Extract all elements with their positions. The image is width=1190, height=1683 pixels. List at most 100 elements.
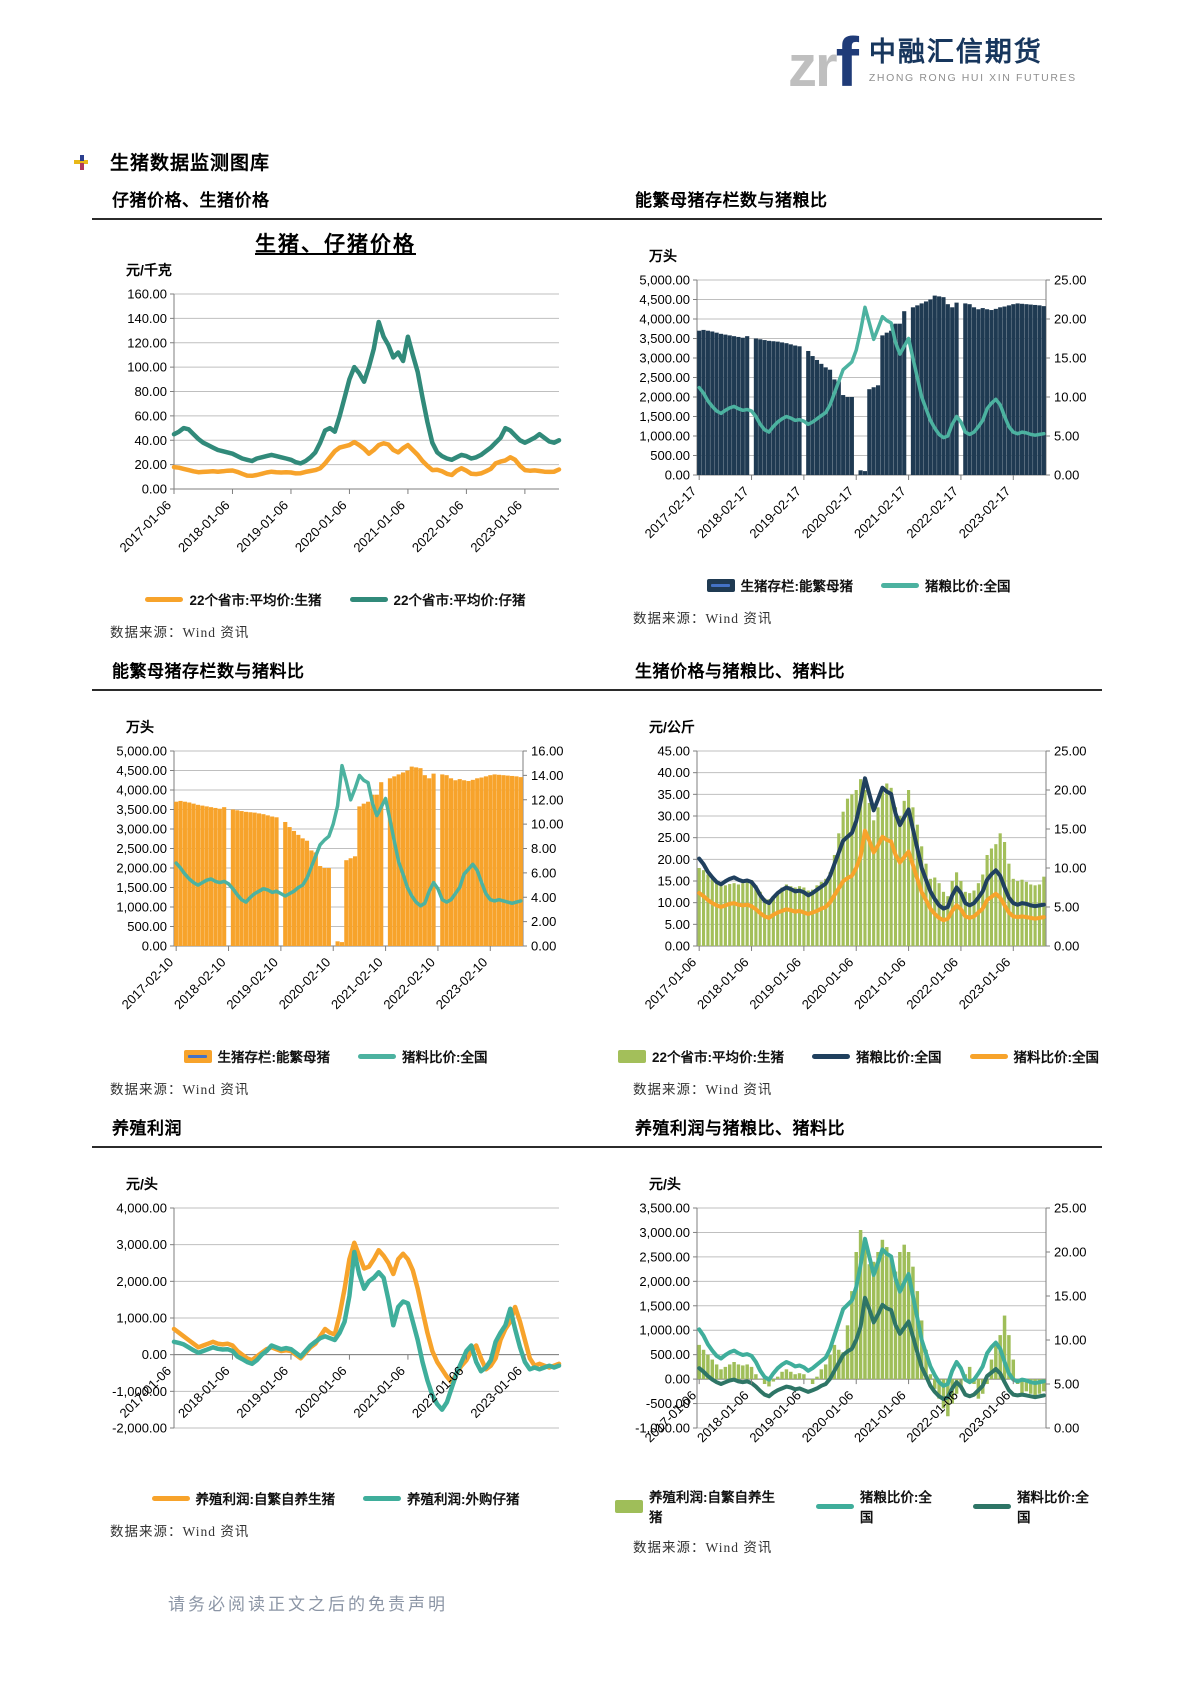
svg-text:0.00: 0.00	[142, 939, 167, 954]
chart-header-profit-ratios: 养殖利润与猪粮比、猪料比	[635, 1119, 845, 1138]
legend-item: 生猪存栏:能繁母猪	[706, 575, 853, 595]
legend-item: 22个省市:平均价:生猪	[617, 1046, 784, 1066]
chart-canvas: 0.00 20.00 40.00 60.00 80.00 100.00 120.00 140.…	[116, 287, 562, 555]
svg-text:100.00: 100.00	[127, 360, 167, 375]
svg-text:2018-01-06: 2018-01-06	[694, 1388, 752, 1446]
svg-text:25.00: 25.00	[1054, 744, 1087, 759]
row-2-headers: 能繁母猪存栏数与猪料比 生猪价格与猪粮比、猪料比	[92, 657, 1102, 691]
svg-text:2,000.00: 2,000.00	[639, 390, 690, 405]
y-axis-unit: 元/头	[126, 1176, 158, 1192]
svg-text:2,000.00: 2,000.00	[639, 1274, 690, 1289]
svg-text:4,500.00: 4,500.00	[116, 763, 167, 778]
svg-text:2,500.00: 2,500.00	[116, 841, 167, 856]
svg-text:-500.00: -500.00	[646, 1396, 690, 1411]
line-swatch-icon	[363, 1495, 401, 1501]
svg-text:500.00: 500.00	[650, 1347, 690, 1362]
svg-text:4.00: 4.00	[531, 890, 556, 905]
svg-text:15.00: 15.00	[1054, 351, 1087, 366]
svg-text:3,000.00: 3,000.00	[639, 1225, 690, 1240]
row-3-headers: 养殖利润 养殖利润与猪粮比、猪料比	[92, 1114, 1102, 1148]
company-name-cn: 中融汇信期货	[868, 37, 1043, 67]
svg-text:2019-01-06: 2019-01-06	[233, 1363, 291, 1421]
line-series	[697, 1295, 1046, 1401]
chart-header-piglet-pig-price: 仔猪价格、生猪价格	[112, 191, 270, 210]
line-series	[171, 1240, 562, 1385]
data-source: 数据来源：Wind 资讯	[633, 1540, 773, 1555]
svg-text:16.00: 16.00	[531, 744, 564, 759]
svg-text:1,000.00: 1,000.00	[639, 429, 690, 444]
right-axis: 0.00 5.00 10.00 15.00 20.00 25.00	[1045, 273, 1087, 483]
svg-text:140.00: 140.00	[127, 311, 167, 326]
svg-text:2022-02-10: 2022-02-10	[380, 955, 438, 1013]
svg-text:-1,000.00: -1,000.00	[635, 1421, 690, 1436]
legend-label: 猪粮比价:全国	[925, 579, 1011, 594]
svg-text:25.00: 25.00	[657, 830, 690, 845]
bar-swatch-icon	[706, 578, 735, 592]
legend-label: 猪料比价:全国	[1016, 1490, 1089, 1525]
svg-text:15.00: 15.00	[1054, 822, 1087, 837]
svg-text:5.00: 5.00	[1054, 429, 1079, 444]
y-axis-unit: 元/头	[649, 1176, 681, 1192]
svg-text:2018-02-10: 2018-02-10	[171, 955, 229, 1013]
y-axis-unit: 元/千克	[126, 262, 172, 278]
svg-text:2,500.00: 2,500.00	[639, 1249, 690, 1264]
svg-text:2.00: 2.00	[531, 914, 556, 929]
svg-text:1,000.00: 1,000.00	[116, 900, 167, 915]
svg-text:1,000.00: 1,000.00	[116, 1311, 167, 1326]
row-1-headers: 仔猪价格、生猪价格 能繁母猪存栏数与猪粮比	[92, 186, 1102, 220]
svg-text:500.00: 500.00	[650, 448, 690, 463]
line-series	[697, 828, 1046, 923]
chart-canvas: -1,000.00 -500.00 0.00 500.00 1,000.00 1,500.…	[635, 1201, 1086, 1446]
svg-text:2018-01-06: 2018-01-06	[694, 955, 752, 1013]
series	[171, 319, 562, 479]
legend-item: 22个省市:平均价:生猪	[145, 589, 322, 609]
svg-text:20.00: 20.00	[1054, 783, 1087, 798]
y-axis-unit: 万头	[126, 719, 154, 735]
x-axis-labels: 2017-02-102018-02-102019-02-102020-02-10…	[119, 946, 491, 1012]
svg-text:10.00: 10.00	[1054, 390, 1087, 405]
line-series	[171, 439, 562, 479]
line-series	[697, 1236, 1046, 1388]
svg-text:2020-01-06: 2020-01-06	[799, 1388, 857, 1446]
svg-text:2,500.00: 2,500.00	[639, 370, 690, 385]
legend-label: 猪料比价:全国	[1013, 1050, 1100, 1065]
legend-item: 猪料比价:全国	[358, 1046, 488, 1066]
company-name-en: ZHONG RONG HUI XIN FUTURES	[868, 72, 1077, 84]
svg-text:3,500.00: 3,500.00	[639, 1201, 690, 1216]
data-source: 数据来源：Wind 资讯	[633, 611, 773, 626]
svg-text:30.00: 30.00	[657, 809, 690, 824]
legend-label: 养殖利润:自繁自养生猪	[195, 1492, 336, 1507]
svg-text:14.00: 14.00	[531, 768, 564, 783]
data-source: 数据来源：Wind 资讯	[110, 1524, 250, 1539]
svg-text:2023-02-17: 2023-02-17	[956, 484, 1014, 542]
svg-text:2,000.00: 2,000.00	[116, 1274, 167, 1289]
svg-text:40.00: 40.00	[134, 433, 167, 448]
svg-text:5.00: 5.00	[1054, 1377, 1079, 1392]
chart-legend: 生猪存栏:能繁母猪 猪料比价:全国	[92, 1044, 579, 1068]
chart-row-1: 仔猪价格、生猪价格 能繁母猪存栏数与猪粮比 生猪、仔猪价格 元/千克 0.00 2…	[92, 186, 1102, 641]
chart-header-sow-stock-feed-ratio: 能繁母猪存栏数与猪料比	[112, 662, 305, 681]
chart-legend: 生猪存栏:能繁母猪 猪粮比价:全国	[615, 573, 1102, 597]
legend-item: 猪粮比价:全国	[815, 1486, 945, 1526]
legend-item: 猪粮比价:全国	[812, 1046, 942, 1066]
svg-text:0.00: 0.00	[1054, 468, 1079, 483]
svg-text:3,500.00: 3,500.00	[639, 331, 690, 346]
svg-text:2017-02-10: 2017-02-10	[119, 955, 177, 1013]
svg-text:40.00: 40.00	[657, 765, 690, 780]
y-axis-unit: 元/公斤	[649, 719, 695, 735]
line-swatch-icon	[349, 596, 388, 602]
data-source: 数据来源：Wind 资讯	[633, 1082, 773, 1097]
legend-item: 猪料比价:全国	[969, 1046, 1100, 1066]
svg-text:4,000.00: 4,000.00	[639, 312, 690, 327]
chart-row-3: 养殖利润 养殖利润与猪粮比、猪料比 元/头 -2,000.00 -1,000.00…	[92, 1114, 1102, 1556]
svg-text:20.00: 20.00	[1054, 312, 1087, 327]
svg-text:0.00: 0.00	[1054, 939, 1079, 954]
line-series	[174, 763, 523, 908]
svg-text:3,500.00: 3,500.00	[116, 802, 167, 817]
svg-text:10.00: 10.00	[531, 817, 564, 832]
chart-row-2: 能繁母猪存栏数与猪料比 生猪价格与猪粮比、猪料比 万头 0.00 500.00 1,…	[92, 657, 1102, 1098]
svg-text:2022-01-06: 2022-01-06	[903, 1388, 961, 1446]
chart-legend: 22个省市:平均价:生猪 猪粮比价:全国 猪料比价:全国	[615, 1044, 1102, 1068]
logo-text: 中融汇信期货 ZHONG RONG HUI XIN FUTURES	[869, 30, 1077, 88]
